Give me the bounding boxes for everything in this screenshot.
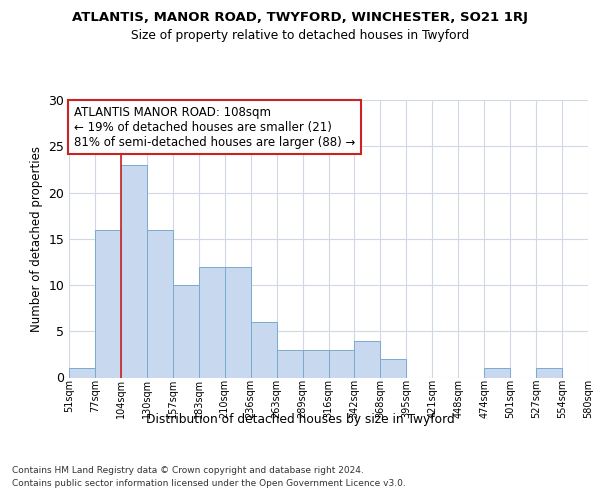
Bar xyxy=(329,350,355,378)
Text: Contains public sector information licensed under the Open Government Licence v3: Contains public sector information licen… xyxy=(12,479,406,488)
Bar xyxy=(355,340,380,378)
Bar xyxy=(225,266,251,378)
Text: ATLANTIS, MANOR ROAD, TWYFORD, WINCHESTER, SO21 1RJ: ATLANTIS, MANOR ROAD, TWYFORD, WINCHESTE… xyxy=(72,11,528,24)
Bar xyxy=(277,350,302,378)
Y-axis label: Number of detached properties: Number of detached properties xyxy=(30,146,43,332)
Bar xyxy=(69,368,95,378)
Text: Distribution of detached houses by size in Twyford: Distribution of detached houses by size … xyxy=(146,412,454,426)
Bar xyxy=(147,230,173,378)
Bar xyxy=(95,230,121,378)
Bar xyxy=(121,165,147,378)
Text: Contains HM Land Registry data © Crown copyright and database right 2024.: Contains HM Land Registry data © Crown c… xyxy=(12,466,364,475)
Bar xyxy=(380,359,406,378)
Text: ATLANTIS MANOR ROAD: 108sqm
← 19% of detached houses are smaller (21)
81% of sem: ATLANTIS MANOR ROAD: 108sqm ← 19% of det… xyxy=(74,106,356,148)
Bar xyxy=(484,368,510,378)
Bar xyxy=(536,368,562,378)
Bar xyxy=(302,350,329,378)
Bar xyxy=(173,285,199,378)
Text: Size of property relative to detached houses in Twyford: Size of property relative to detached ho… xyxy=(131,29,469,42)
Bar xyxy=(251,322,277,378)
Bar xyxy=(199,266,224,378)
